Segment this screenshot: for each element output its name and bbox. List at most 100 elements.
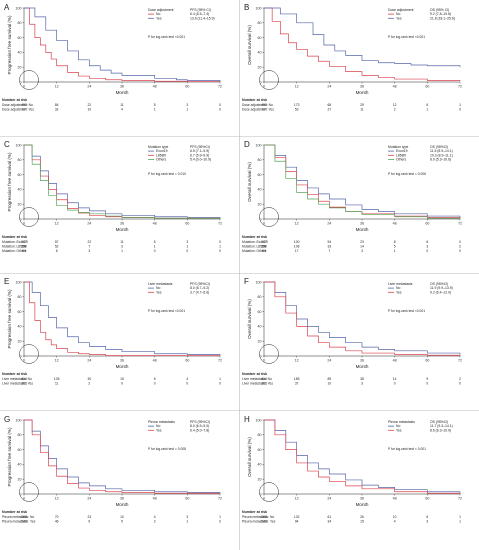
risk-value: 0 [219, 103, 221, 107]
legend-group-label: Yes [156, 290, 162, 294]
x-axis-label: Month [116, 227, 129, 232]
risk-value: 70 [55, 515, 59, 519]
risk-value: 100 [294, 240, 300, 244]
risk-value: 5 [154, 240, 156, 244]
risk-value: 6 [56, 249, 58, 253]
risk-value: 3 [426, 519, 428, 523]
x-tick-label: 24 [327, 85, 331, 89]
risk-value: 1 [459, 515, 461, 519]
y-tick-label: 20 [18, 66, 22, 70]
risk-row-label: Dose adjustment: No [242, 103, 273, 107]
x-tick-label: 60 [425, 85, 429, 89]
risk-value: 61 [327, 515, 331, 519]
legend-stat-value: 8.0 (5.3–10.6) [430, 158, 451, 162]
y-tick-label: 40 [18, 463, 22, 467]
risk-value: 1 [121, 249, 123, 253]
risk-value: 1 [459, 103, 461, 107]
risk-value: 22 [87, 240, 91, 244]
x-tick-label: 12 [295, 497, 299, 501]
panel-letter: G [4, 415, 10, 424]
y-tick-label: 100 [16, 6, 22, 10]
risk-value: 268 [261, 515, 267, 519]
y-tick-label: 0 [20, 492, 22, 496]
risk-value: 1 [186, 107, 188, 111]
y-tick-label: 40 [258, 325, 262, 329]
risk-value: 0 [459, 240, 461, 244]
y-tick-label: 100 [16, 280, 22, 284]
risk-value: 1 [219, 244, 221, 248]
x-axis-label: Month [356, 90, 369, 95]
risk-value: 6 [426, 240, 428, 244]
panel-letter: E [4, 277, 9, 286]
risk-value: 414 [261, 377, 267, 381]
y-tick-label: 80 [18, 21, 22, 25]
panel-h: H 0 20 40 60 80 100 0 12 24 36 48 60 72 Overall surviv… [242, 415, 462, 523]
risk-value: 1 [459, 519, 461, 523]
risk-value: 0 [219, 240, 221, 244]
risk-value: 1 [186, 519, 188, 523]
risk-table-header: Number at risk [242, 98, 267, 102]
x-tick-label: 12 [55, 85, 59, 89]
legend-group-label: Yes [396, 428, 402, 432]
risk-value: 6 [426, 515, 428, 519]
x-tick-label: 48 [153, 497, 157, 501]
risk-value: 0 [154, 249, 156, 253]
y-tick-label: 0 [260, 492, 262, 496]
survival-curve-yes [264, 7, 461, 68]
risk-value: 1 [154, 244, 156, 248]
y-axis-label: Progression free survival (%) [7, 152, 12, 211]
risk-value: 27 [327, 107, 331, 111]
survival-curve-yes [264, 419, 461, 494]
y-tick-label: 100 [256, 143, 262, 147]
risk-value: 0 [459, 249, 461, 253]
legend-stat-value: 5.4 (0.0–10.9) [190, 158, 211, 162]
legend-stat-value: 11.5 (8.9–14.1) [430, 149, 453, 153]
x-tick-label: 72 [218, 222, 222, 226]
legend-stat-value: 10.3 (8.9–11.1) [430, 153, 453, 157]
risk-value: 450 [261, 103, 267, 107]
risk-value: 4 [121, 107, 123, 111]
risk-value: 9 [88, 519, 90, 523]
risk-value: 26 [360, 515, 364, 519]
panel-letter: D [244, 140, 250, 149]
y-tick-label: 0 [20, 354, 22, 358]
risk-value: 67 [22, 107, 26, 111]
risk-value: 12 [393, 103, 397, 107]
x-tick-label: 48 [393, 359, 397, 363]
survival-curve-yes [264, 281, 461, 356]
pvalue-text: P for log-rank test <0.001 [148, 309, 185, 313]
legend-stat-value: 3.7 (4.7–6.6) [190, 290, 209, 294]
risk-value: 258 [21, 244, 27, 248]
panel-letter: H [244, 415, 250, 424]
x-tick-label: 48 [153, 222, 157, 226]
risk-value: 173 [294, 103, 300, 107]
x-tick-label: 72 [218, 497, 222, 501]
risk-value: 3 [426, 244, 428, 248]
x-tick-label: 36 [120, 359, 124, 363]
x-tick-label: 0 [263, 497, 265, 501]
x-tick-label: 24 [327, 497, 331, 501]
x-tick-label: 72 [458, 497, 462, 501]
y-tick-label: 60 [258, 448, 262, 452]
y-tick-label: 20 [258, 478, 262, 482]
legend-stat-header: OS (95% CI) [430, 8, 449, 12]
x-tick-label: 24 [87, 85, 91, 89]
risk-value: 0 [459, 107, 461, 111]
risk-value: 185 [294, 377, 300, 381]
risk-value: 37 [295, 381, 299, 385]
y-axis-label: Progression free survival (%) [7, 427, 12, 486]
risk-value: 68 [327, 103, 331, 107]
risk-value: 1 [154, 107, 156, 111]
y-tick-label: 60 [258, 173, 262, 177]
risk-row-label: Mutation: Others [242, 249, 267, 253]
risk-value: 34 [327, 519, 331, 523]
risk-value: 6 [426, 103, 428, 107]
x-tick-label: 60 [185, 85, 189, 89]
risk-value: 4 [394, 519, 396, 523]
risk-row-label: Liver metastasis: Yes [242, 381, 273, 385]
y-tick-label: 40 [258, 51, 262, 55]
risk-value: 103 [261, 381, 267, 385]
risk-value: 7 [328, 249, 330, 253]
risk-value: 268 [21, 515, 27, 519]
